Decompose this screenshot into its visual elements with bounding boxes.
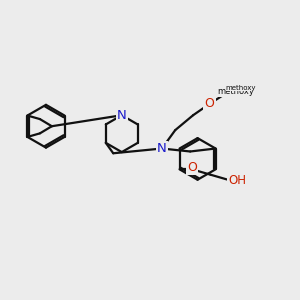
Text: OH: OH — [228, 173, 246, 187]
Text: O: O — [205, 98, 214, 110]
Text: methoxy: methoxy — [226, 85, 256, 91]
Text: N: N — [117, 109, 127, 122]
Text: methoxy: methoxy — [217, 87, 254, 96]
Text: N: N — [157, 142, 167, 155]
Text: O: O — [187, 161, 197, 174]
